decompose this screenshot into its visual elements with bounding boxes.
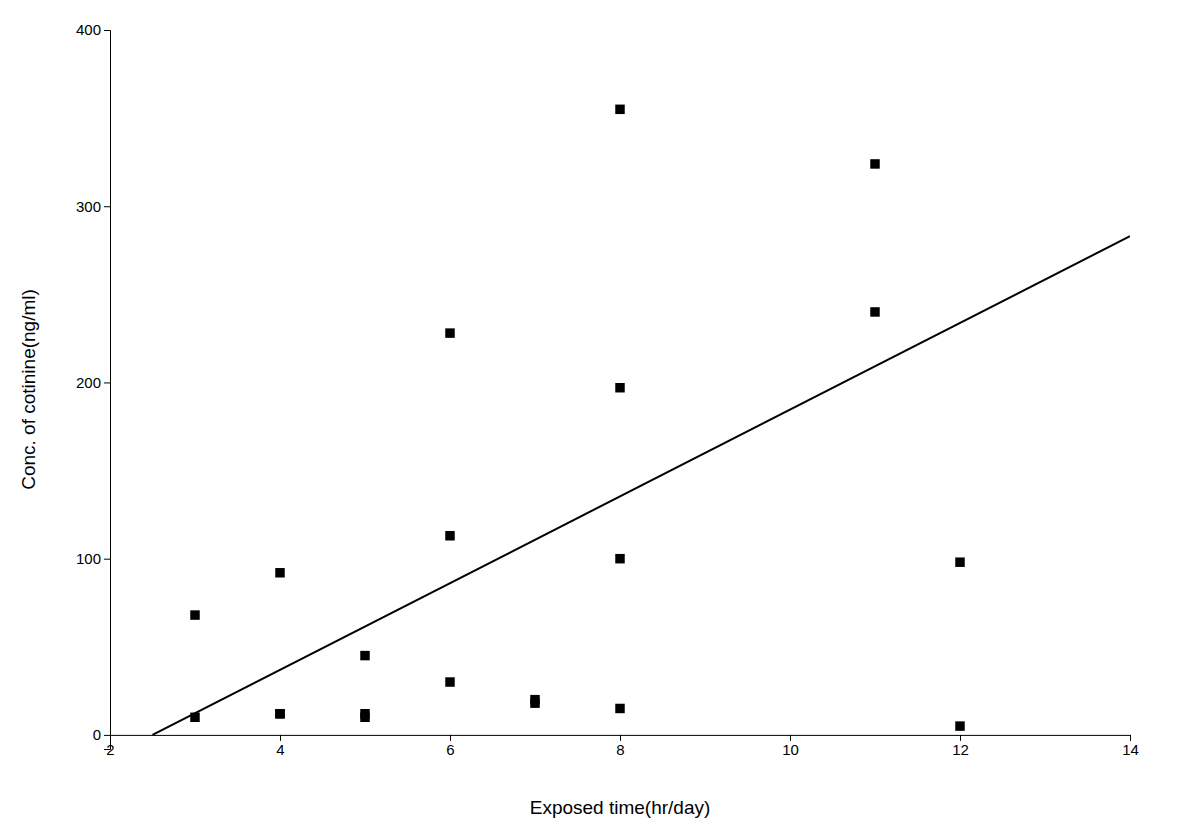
line: [153, 236, 1131, 735]
tick: 8: [616, 735, 624, 758]
scatter-point: [275, 568, 284, 577]
tick: 0: [93, 726, 110, 743]
tick-mark: [104, 30, 110, 31]
axis-line: [104, 31, 111, 750]
scatter-point: [615, 383, 624, 392]
tick-mark: [104, 206, 110, 207]
tick-mark: [104, 559, 110, 560]
chart: 24681012140100200300400Exposed time(hr/d…: [0, 0, 1180, 839]
scatter-point: [360, 651, 369, 660]
scatter-point: [870, 307, 879, 316]
tick: 10: [782, 735, 799, 758]
tick: 4: [276, 735, 284, 758]
scatter-point: [275, 709, 284, 718]
x-axis-title: Exposed time(hr/day): [530, 797, 711, 818]
tick-label: 4: [276, 741, 284, 758]
scatter-point: [870, 159, 879, 168]
tick-label: 10: [782, 741, 799, 758]
scatter-point: [955, 557, 964, 566]
tick: 6: [446, 735, 454, 758]
tick: 100: [76, 550, 110, 567]
tick-label: 6: [446, 741, 454, 758]
tick-label: 14: [1122, 741, 1139, 758]
scatter-point: [445, 531, 454, 540]
tick: 200: [76, 374, 110, 391]
scatter-point: [615, 554, 624, 563]
scatter-point: [530, 695, 539, 704]
tick-label: 8: [616, 741, 624, 758]
x-axis: 2468101214: [106, 735, 1139, 758]
scatter-point: [445, 677, 454, 686]
tick-mark: [104, 735, 110, 736]
scatter-point: [445, 328, 454, 337]
scatter-point: [955, 721, 964, 730]
tick-label: 300: [76, 198, 101, 215]
scatter-point: [275, 709, 284, 718]
tick: 300: [76, 198, 110, 215]
tick-label: 200: [76, 374, 101, 391]
tick: 14: [1122, 735, 1139, 758]
scatter-point: [615, 704, 624, 713]
plot-area: [153, 105, 1131, 735]
y-axis: 0 100 200 300 400: [76, 21, 111, 749]
scatter-point: [360, 709, 369, 718]
tick-label: 100: [76, 550, 101, 567]
tick-label: 12: [952, 741, 969, 758]
tick-label: 0: [93, 726, 101, 743]
tick-label: 400: [76, 21, 101, 38]
tick: 400: [76, 21, 110, 38]
tick: 12: [952, 735, 969, 758]
y-axis-title: Conc. of cotinine(ng/ml): [18, 289, 39, 490]
scatter-point: [190, 610, 199, 619]
scatter-point: [615, 105, 624, 114]
tick-mark: [104, 382, 110, 383]
